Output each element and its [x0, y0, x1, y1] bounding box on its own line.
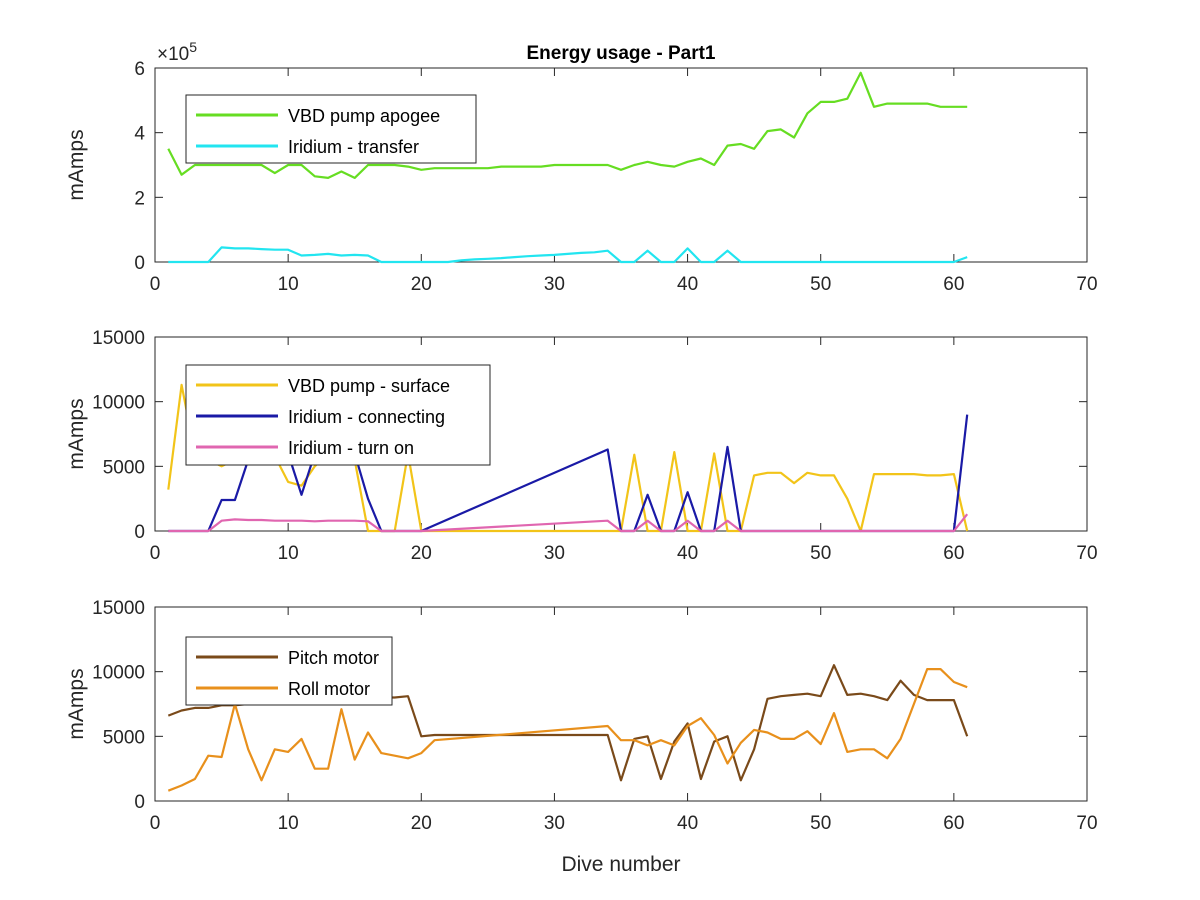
- legend-entry: Iridium - connecting: [288, 407, 445, 427]
- chart-panel-3: 0 10 20 30 40 50 60 70 0 5000 10000 15000 mAmps Dive …: [65, 598, 1098, 876]
- x-tick-label: 70: [1076, 543, 1097, 564]
- x-tick-label: 50: [810, 813, 831, 834]
- y-tick-label: 2: [134, 188, 145, 209]
- legend: Pitch motor Roll motor: [185, 636, 393, 706]
- y-tick-label: 5000: [103, 727, 145, 748]
- legend-entry: Iridium - turn on: [288, 438, 414, 458]
- x-tick-label: 40: [677, 274, 698, 295]
- x-tick-label: 20: [411, 274, 432, 295]
- legend-box: [185, 636, 393, 706]
- x-tick-label: 70: [1076, 813, 1097, 834]
- y-tick-label: 0: [134, 522, 145, 543]
- legend-box: [185, 94, 477, 164]
- x-tick-label: 10: [278, 813, 299, 834]
- series-line-iridium-turn-on: [168, 513, 969, 533]
- y-tick-label: 15000: [92, 328, 145, 349]
- y-tick-label: 5000: [103, 457, 145, 478]
- legend-entry: VBD pump apogee: [288, 106, 440, 126]
- x-tick-label: 30: [544, 543, 565, 564]
- y-tick-label: 0: [134, 792, 145, 813]
- legend-entry: Roll motor: [288, 679, 370, 699]
- series-line-iridium-transfer: [168, 246, 968, 264]
- legend-entry: VBD pump - surface: [288, 376, 450, 396]
- legend-entry: Pitch motor: [288, 648, 379, 668]
- x-tick-label: 0: [150, 813, 161, 834]
- x-tick-label: 30: [544, 274, 565, 295]
- x-tick-label: 60: [943, 813, 964, 834]
- y-tick-label: 4: [134, 124, 145, 145]
- x-tick-label: 0: [150, 543, 161, 564]
- y-exponent-label: ×105: [157, 39, 197, 65]
- y-axis-label: mAmps: [65, 398, 88, 469]
- y-tick-label: 10000: [92, 663, 145, 684]
- x-tick-label: 20: [411, 543, 432, 564]
- legend: VBD pump apogee Iridium - transfer: [185, 94, 477, 164]
- x-tick-label: 70: [1076, 274, 1097, 295]
- x-tick-label: 50: [810, 543, 831, 564]
- legend-entry: Iridium - transfer: [288, 137, 419, 157]
- x-tick-label: 0: [150, 274, 161, 295]
- x-tick-label: 20: [411, 813, 432, 834]
- x-tick-label: 30: [544, 813, 565, 834]
- series-line-vbd-pump-apogee: [167, 71, 968, 179]
- chart-panel-2: 0 10 20 30 40 50 60 70 0 5000 10000 15000 mAmps VBD p…: [65, 328, 1098, 564]
- x-tick-label: 40: [677, 543, 698, 564]
- x-axis-label: Dive number: [561, 853, 680, 876]
- chart-title: Energy usage - Part1: [526, 43, 715, 64]
- x-tick-label: 60: [943, 543, 964, 564]
- charts: 0 10 20 30 40 50 60 70 0 2 4 6 ×105 Energy usage - Pa…: [65, 39, 1098, 876]
- x-tick-label: 10: [278, 543, 299, 564]
- x-tick-label: 40: [677, 813, 698, 834]
- y-axis-label: mAmps: [65, 668, 88, 739]
- y-tick-label: 6: [134, 59, 145, 80]
- x-tick-label: 10: [278, 274, 299, 295]
- y-tick-label: 10000: [92, 393, 145, 414]
- series-line-roll-motor: [167, 667, 968, 792]
- y-axis-label: mAmps: [65, 129, 88, 200]
- legend: VBD pump - surface Iridium - connecting Ir…: [185, 364, 491, 466]
- y-tick-label: 0: [134, 253, 145, 274]
- y-tick-label: 15000: [92, 598, 145, 619]
- chart-panel-1: 0 10 20 30 40 50 60 70 0 2 4 6 ×105 Energy usage - Pa…: [65, 39, 1098, 295]
- x-tick-label: 50: [810, 274, 831, 295]
- x-tick-label: 60: [943, 274, 964, 295]
